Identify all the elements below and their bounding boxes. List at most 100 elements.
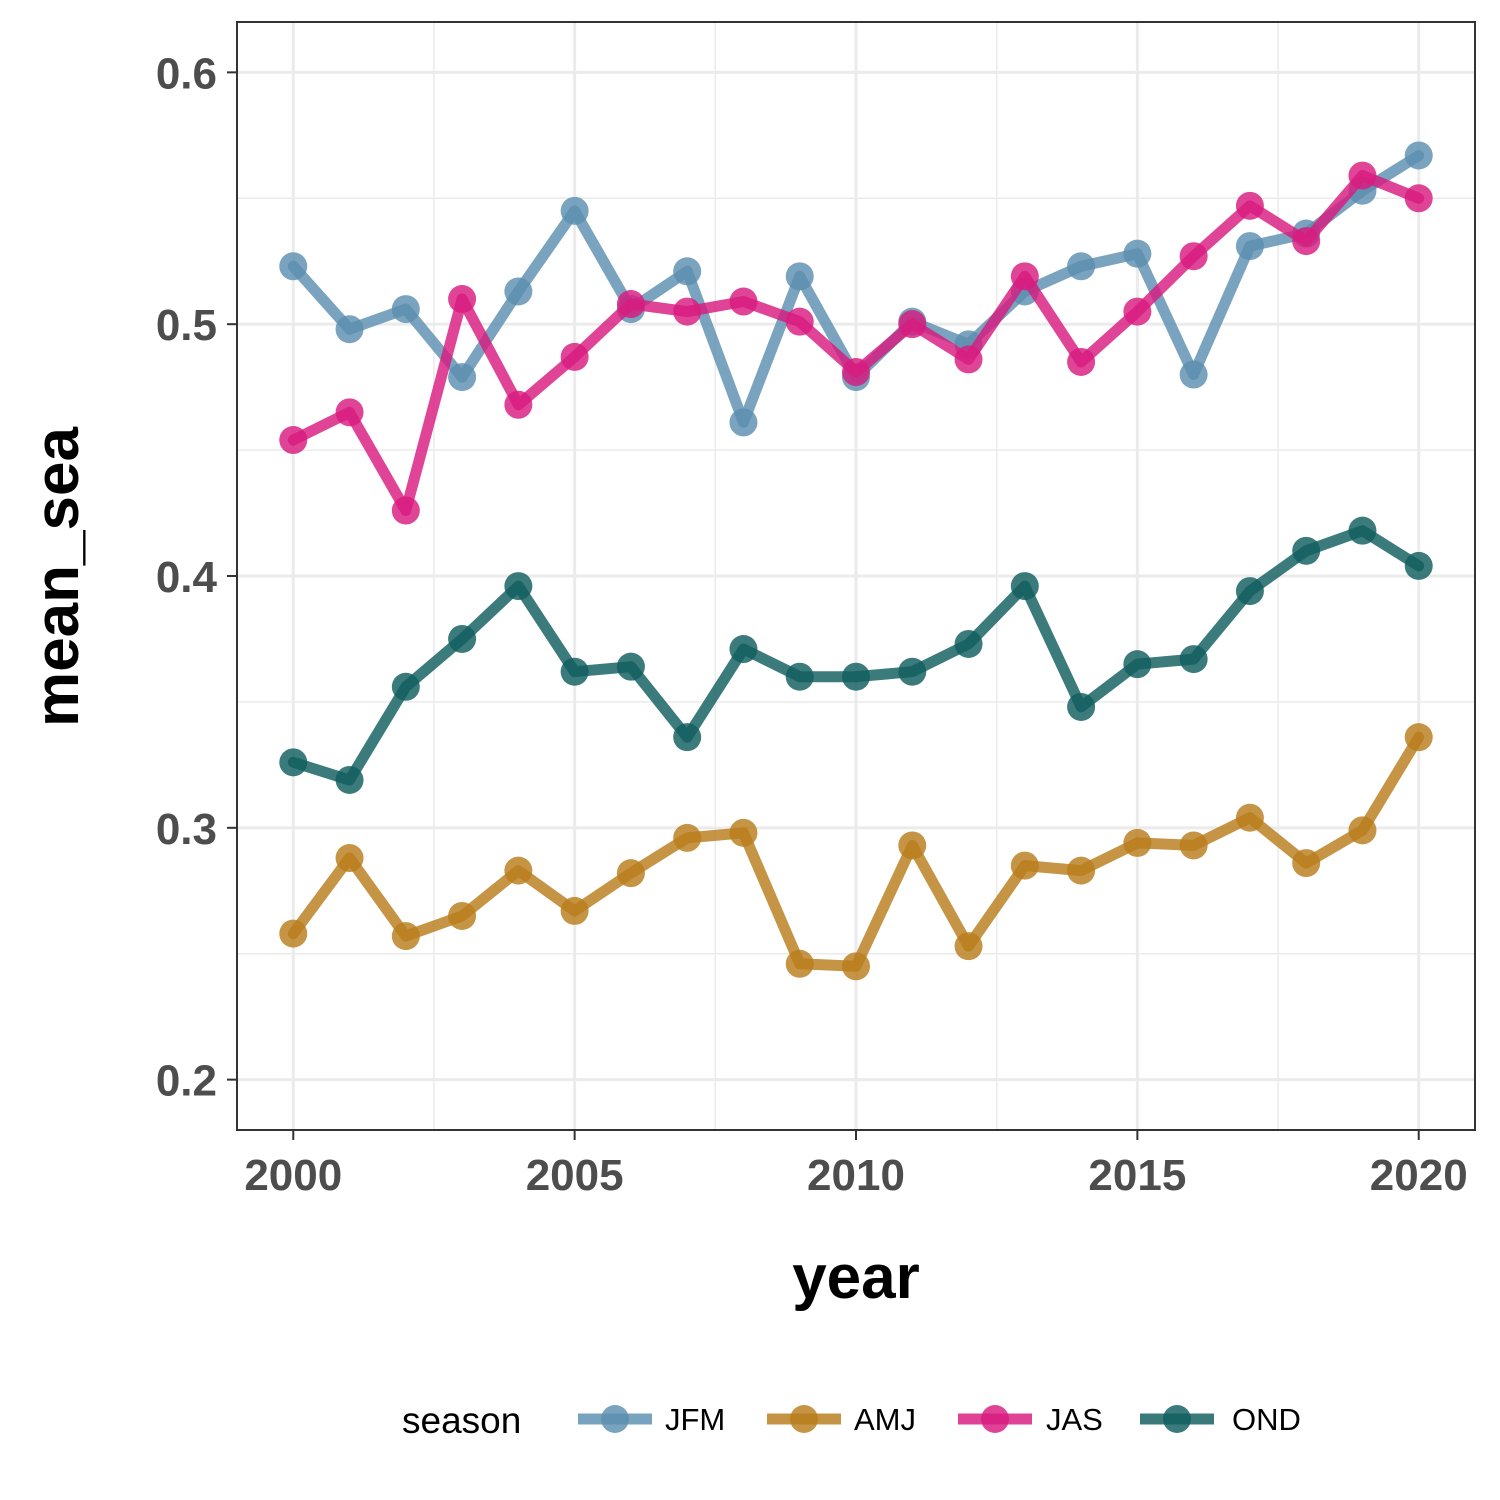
legend-item-jfm: JFM — [578, 1402, 725, 1437]
data-point-ond — [560, 657, 589, 686]
data-point-amj — [1292, 849, 1321, 878]
legend-item-jas: JAS — [958, 1402, 1103, 1437]
data-point-jas — [785, 307, 814, 336]
x-tick-label: 2000 — [244, 1151, 342, 1200]
legend-item-ond: OND — [1140, 1402, 1301, 1437]
legend-label: JFM — [665, 1402, 725, 1437]
data-point-amj — [391, 922, 420, 951]
data-point-jas — [1123, 297, 1152, 326]
data-point-jfm — [1067, 252, 1096, 281]
data-point-jas — [1179, 242, 1208, 271]
data-point-amj — [673, 823, 702, 852]
data-point-ond — [1123, 650, 1152, 679]
data-point-jfm — [1179, 360, 1208, 389]
data-point-jas — [279, 426, 308, 455]
data-point-amj — [954, 932, 983, 961]
data-point-amj — [729, 818, 758, 847]
data-point-ond — [279, 748, 308, 777]
data-point-jfm — [391, 295, 420, 324]
data-point-jfm — [335, 315, 364, 344]
y-tick-label: 0.5 — [156, 301, 217, 350]
data-point-amj — [448, 901, 477, 930]
y-tick-label: 0.4 — [156, 553, 218, 602]
y-tick-labels: 0.2 0.3 0.4 0.5 0.6 — [156, 49, 218, 1105]
data-point-ond — [504, 572, 533, 601]
axis-ticks — [227, 71, 1420, 1140]
data-point-ond — [954, 629, 983, 658]
data-point-ond — [335, 765, 364, 794]
data-point-ond — [785, 662, 814, 691]
data-point-jfm — [560, 196, 589, 225]
data-point-amj — [504, 856, 533, 885]
data-point-amj — [1010, 851, 1039, 880]
data-point-amj — [560, 896, 589, 925]
data-point-amj — [1123, 828, 1152, 857]
data-point-amj — [898, 831, 927, 860]
data-point-jas — [898, 310, 927, 339]
legend-key-point — [601, 1405, 629, 1433]
data-point-jas — [616, 290, 645, 319]
data-point-jas — [842, 358, 870, 387]
data-point-jas — [1348, 161, 1377, 190]
series-jas — [279, 161, 1433, 525]
y-tick-label: 0.2 — [156, 1057, 217, 1106]
data-point-amj — [785, 949, 814, 978]
data-point-amj — [1404, 723, 1433, 752]
data-point-amj — [335, 844, 364, 873]
y-axis-title: mean_sea — [23, 427, 92, 727]
data-point-jfm — [504, 277, 533, 306]
x-tick-label: 2005 — [526, 1151, 624, 1200]
data-point-ond — [448, 624, 477, 653]
data-point-ond — [391, 672, 420, 701]
x-tick-label: 2015 — [1088, 1151, 1186, 1200]
series-ond — [279, 516, 1433, 794]
data-point-jfm — [673, 257, 702, 286]
data-point-ond — [842, 662, 870, 691]
data-point-jas — [1404, 184, 1433, 213]
legend-key-point — [1163, 1405, 1191, 1433]
series-amj — [279, 723, 1433, 981]
data-point-jfm — [729, 408, 758, 437]
data-point-jas — [1292, 227, 1321, 256]
data-point-jas — [1067, 347, 1096, 376]
y-tick-label: 0.3 — [156, 805, 217, 854]
data-point-ond — [1010, 572, 1039, 601]
x-tick-label: 2010 — [807, 1151, 905, 1200]
legend-label: OND — [1232, 1402, 1301, 1437]
data-point-jfm — [1123, 239, 1152, 268]
data-point-jfm — [1404, 141, 1433, 170]
y-tick-label: 0.6 — [156, 49, 217, 98]
data-point-ond — [616, 652, 645, 681]
data-point-jas — [504, 390, 533, 419]
legend-label: JAS — [1046, 1402, 1103, 1437]
series-layer — [279, 141, 1433, 981]
legend-item-amj: AMJ — [767, 1402, 916, 1437]
data-point-jas — [391, 496, 420, 525]
data-point-amj — [1235, 803, 1264, 832]
data-point-ond — [898, 657, 927, 686]
data-point-ond — [1348, 516, 1377, 545]
data-point-ond — [673, 723, 702, 752]
data-point-ond — [1067, 692, 1096, 721]
data-point-ond — [729, 635, 758, 664]
x-tick-label: 2020 — [1370, 1151, 1468, 1200]
data-point-amj — [279, 919, 308, 948]
legend-key-point — [981, 1405, 1009, 1433]
x-tick-labels: 2000 2005 2010 2015 2020 — [244, 1151, 1467, 1200]
data-point-ond — [1404, 551, 1433, 580]
data-point-amj — [1179, 831, 1208, 860]
data-point-jfm — [785, 262, 814, 291]
legend-items: JFM AMJ JAS OND — [578, 1402, 1301, 1437]
data-point-jas — [954, 345, 983, 374]
legend-label: AMJ — [854, 1402, 916, 1437]
legend-title: season — [402, 1400, 521, 1441]
legend-key-point — [790, 1405, 818, 1433]
legend: season JFM AMJ JAS OND — [402, 1400, 1301, 1441]
data-point-jas — [560, 342, 589, 371]
data-point-amj — [616, 859, 645, 888]
data-point-jfm — [448, 363, 477, 392]
data-point-jfm — [279, 252, 308, 281]
x-axis-title: year — [792, 1243, 920, 1312]
data-point-ond — [1292, 536, 1321, 565]
